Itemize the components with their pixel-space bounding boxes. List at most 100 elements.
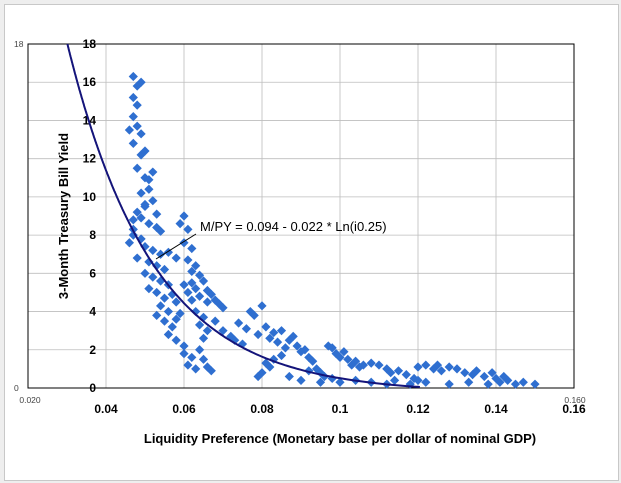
data-point — [163, 329, 173, 340]
data-point — [132, 253, 142, 263]
data-point — [315, 377, 326, 387]
data-point — [179, 341, 189, 351]
data-point — [327, 343, 337, 353]
data-point — [195, 270, 205, 280]
data-point — [171, 253, 181, 263]
data-point — [323, 341, 333, 351]
data-point — [156, 249, 166, 259]
data-point — [148, 167, 158, 177]
data-point — [245, 306, 255, 317]
data-point — [175, 308, 185, 319]
x-axis-min-label: 0.020 — [19, 395, 41, 405]
data-point — [405, 379, 415, 389]
data-point — [152, 287, 162, 298]
data-point — [218, 303, 228, 313]
data-point — [159, 264, 170, 275]
data-point — [132, 163, 142, 173]
data-point — [226, 331, 236, 341]
data-point — [409, 373, 419, 384]
data-point — [261, 358, 271, 368]
data-point — [452, 364, 462, 374]
data-point — [187, 295, 197, 305]
data-point — [156, 226, 166, 236]
data-point — [191, 261, 201, 271]
data-point — [421, 377, 431, 387]
data-point — [273, 337, 283, 347]
data-point — [128, 230, 138, 240]
data-point — [429, 364, 439, 374]
data-point — [432, 360, 443, 370]
data-point — [124, 238, 134, 248]
data-point — [175, 219, 185, 229]
data-point — [471, 366, 482, 376]
data-point — [136, 213, 146, 223]
data-point — [386, 368, 396, 378]
data-point — [253, 371, 263, 382]
data-point — [335, 352, 345, 363]
data-point — [136, 77, 146, 87]
data-point — [308, 356, 318, 366]
data-point — [214, 299, 224, 309]
data-point — [195, 345, 205, 355]
data-point — [152, 209, 162, 219]
y-tick-label: 4 — [89, 305, 96, 319]
data-point — [140, 199, 150, 210]
data-point — [179, 211, 189, 221]
data-point — [390, 375, 400, 385]
data-point — [148, 196, 158, 206]
data-point — [171, 335, 181, 345]
data-point — [195, 320, 205, 330]
y-axis-max-label: 18 — [14, 39, 24, 49]
data-point — [124, 125, 134, 135]
chart-frame — [4, 4, 619, 481]
data-point — [483, 379, 493, 389]
curve-equation-label: M/PY = 0.094 - 0.022 * Ln(i0.25) — [200, 219, 387, 234]
x-tick-label: 0.1 — [332, 402, 349, 416]
y-tick-label: 10 — [83, 190, 97, 204]
annotation-pointer — [155, 233, 197, 260]
data-point — [382, 364, 392, 374]
data-point — [366, 358, 376, 368]
data-point — [210, 316, 220, 326]
x-tick-label: 0.14 — [484, 402, 508, 416]
fitted-curve — [66, 43, 420, 388]
data-point — [179, 280, 189, 290]
data-point — [276, 326, 287, 336]
data-point — [152, 310, 162, 320]
data-point — [187, 243, 197, 254]
data-point — [210, 295, 220, 305]
data-point — [148, 272, 158, 282]
y-tick-label: 18 — [83, 37, 97, 51]
data-point — [339, 347, 349, 357]
data-point — [144, 257, 154, 267]
data-point — [495, 377, 505, 387]
x-tick-label: 0.04 — [94, 402, 118, 416]
data-point — [401, 370, 411, 380]
data-point — [128, 138, 138, 148]
data-point — [436, 366, 446, 376]
y-tick-label: 6 — [89, 266, 96, 280]
data-point — [510, 379, 521, 389]
data-point — [257, 301, 267, 311]
x-tick-label: 0.12 — [406, 402, 430, 416]
data-point — [167, 322, 177, 332]
data-point — [206, 289, 216, 299]
data-point — [234, 318, 244, 328]
y-tick-label: 0 — [89, 381, 96, 395]
data-point — [179, 349, 189, 359]
x-tick-label: 0.08 — [250, 402, 274, 416]
data-point — [343, 354, 353, 364]
data-point — [144, 184, 154, 194]
data-point — [413, 375, 423, 385]
data-point — [444, 362, 454, 372]
data-point — [195, 291, 205, 301]
data-point — [132, 207, 142, 217]
data-point — [464, 377, 474, 387]
data-point — [269, 327, 279, 338]
data-point — [198, 333, 209, 343]
data-point — [304, 352, 314, 363]
data-point — [421, 360, 431, 370]
data-point — [183, 255, 193, 265]
data-point — [468, 370, 478, 380]
data-point — [144, 175, 154, 185]
